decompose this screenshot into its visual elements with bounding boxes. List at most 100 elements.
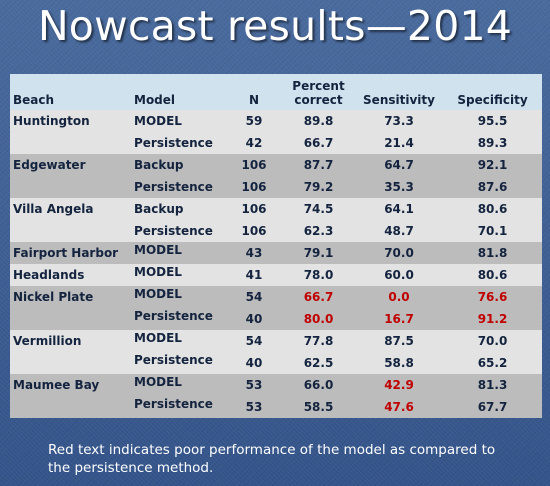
slide-title: Nowcast results—2014 <box>37 2 513 50</box>
table-row: Headlands MODEL 41 78.0 60.0 80.6 <box>10 264 542 286</box>
model-cell: Persistence <box>134 353 213 367</box>
n-cell: 106 <box>241 158 267 172</box>
sensitivity-cell: 73.3 <box>384 114 414 128</box>
beach-cell <box>10 352 131 374</box>
specificity-cell: 70.1 <box>477 224 508 238</box>
n-cell: 40 <box>245 312 263 326</box>
sensitivity-cell: 21.4 <box>384 136 414 150</box>
percent-cell: 79.1 <box>303 246 334 260</box>
percent-cell: 78.0 <box>303 268 334 282</box>
sensitivity-cell: 60.0 <box>384 268 414 282</box>
header-n: N <box>248 93 260 107</box>
sensitivity-cell: 64.7 <box>384 158 414 172</box>
percent-cell-poor: 66.7 <box>303 290 334 304</box>
n-cell: 106 <box>241 202 267 216</box>
specificity-cell: 70.0 <box>477 334 508 348</box>
sensitivity-cell: 58.8 <box>384 356 414 370</box>
header-sensitivity: Sensitivity <box>363 93 435 107</box>
beach-cell: Headlands <box>13 268 85 282</box>
percent-cell: 89.8 <box>303 114 334 128</box>
beach-cell: Huntington <box>13 114 90 128</box>
percent-cell: 87.7 <box>303 158 334 172</box>
header-percent-line1: Percent <box>292 79 345 93</box>
n-cell: 43 <box>245 246 263 260</box>
sensitivity-cell: 48.7 <box>384 224 414 238</box>
table-row: Persistence 42 66.7 21.4 89.3 <box>10 132 542 154</box>
header-model: Model <box>134 93 176 107</box>
table-header-row: Beach Model N Percent correct Sensitivit… <box>10 74 542 110</box>
table-row: Persistence 40 80.0 16.7 91.2 <box>10 308 542 330</box>
header-specificity: Specificity <box>457 93 528 107</box>
beach-cell <box>10 176 131 198</box>
model-cell: Persistence <box>134 309 213 323</box>
table-row: Persistence 106 62.3 48.7 70.1 <box>10 220 542 242</box>
percent-cell: 66.7 <box>303 136 334 150</box>
n-cell: 41 <box>245 268 263 282</box>
percent-cell-poor: 80.0 <box>303 312 334 326</box>
model-cell: Persistence <box>134 180 213 194</box>
n-cell: 54 <box>245 290 263 304</box>
table-row: Nickel Plate MODEL 54 66.7 0.0 76.6 <box>10 286 542 308</box>
results-table: Beach Model N Percent correct Sensitivit… <box>10 74 542 418</box>
n-cell: 106 <box>241 224 267 238</box>
specificity-cell: 92.1 <box>477 158 508 172</box>
beach-cell: Villa Angela <box>13 202 94 216</box>
beach-cell <box>10 132 131 154</box>
sensitivity-cell-poor: 16.7 <box>384 312 414 326</box>
specificity-cell: 87.6 <box>477 180 508 194</box>
beach-cell: Fairport Harbor <box>13 246 119 260</box>
specificity-cell-poor: 76.6 <box>477 290 508 304</box>
percent-cell: 62.3 <box>303 224 334 238</box>
sensitivity-cell: 70.0 <box>384 246 414 260</box>
model-cell: MODEL <box>134 287 182 301</box>
sensitivity-cell: 87.5 <box>384 334 414 348</box>
specificity-cell-poor: 91.2 <box>477 312 508 326</box>
specificity-cell: 81.3 <box>477 378 508 392</box>
n-cell: 42 <box>245 136 263 150</box>
table-row: Edgewater Backup 106 87.7 64.7 92.1 <box>10 154 542 176</box>
header-percent-correct: Percent correct <box>282 74 355 110</box>
table-row: Vermillion MODEL 54 77.8 87.5 70.0 <box>10 330 542 352</box>
sensitivity-cell-poor: 0.0 <box>388 290 410 304</box>
sensitivity-cell: 35.3 <box>384 180 414 194</box>
results-table-container: Beach Model N Percent correct Sensitivit… <box>10 74 542 418</box>
table-row: Persistence 106 79.2 35.3 87.6 <box>10 176 542 198</box>
footnote-caption: Red text indicates poor performance of t… <box>48 442 496 476</box>
percent-cell: 66.0 <box>303 378 334 392</box>
table-row: Villa Angela Backup 106 74.5 64.1 80.6 <box>10 198 542 220</box>
n-cell: 53 <box>245 400 263 414</box>
table-row: Huntington MODEL 59 89.8 73.3 95.5 <box>10 110 542 132</box>
table-row: Fairport Harbor MODEL 43 79.1 70.0 81.8 <box>10 242 542 264</box>
sensitivity-cell: 64.1 <box>384 202 414 216</box>
model-cell: Persistence <box>134 397 213 411</box>
model-cell: Backup <box>134 202 184 216</box>
sensitivity-cell-poor: 42.9 <box>384 378 414 392</box>
percent-cell: 79.2 <box>303 180 334 194</box>
beach-cell: Nickel Plate <box>13 290 94 304</box>
percent-cell: 74.5 <box>303 202 334 216</box>
specificity-cell: 80.6 <box>477 202 508 216</box>
model-cell: MODEL <box>134 243 182 257</box>
specificity-cell: 81.8 <box>477 246 508 260</box>
beach-cell <box>10 396 131 418</box>
n-cell: 40 <box>245 356 263 370</box>
percent-cell: 77.8 <box>303 334 334 348</box>
model-cell: Persistence <box>134 136 213 150</box>
sensitivity-cell-poor: 47.6 <box>384 400 414 414</box>
beach-cell: Edgewater <box>13 158 86 172</box>
model-cell: MODEL <box>134 331 182 345</box>
beach-cell: Vermillion <box>13 334 82 348</box>
beach-cell: Maumee Bay <box>13 378 100 392</box>
model-cell: MODEL <box>134 375 182 389</box>
beach-cell <box>10 220 131 242</box>
specificity-cell: 67.7 <box>477 400 508 414</box>
specificity-cell: 95.5 <box>477 114 508 128</box>
model-cell: Persistence <box>134 224 213 238</box>
header-beach: Beach <box>13 93 55 107</box>
specificity-cell: 80.6 <box>477 268 508 282</box>
table-row: Persistence 53 58.5 47.6 67.7 <box>10 396 542 418</box>
n-cell: 54 <box>245 334 263 348</box>
n-cell: 106 <box>241 180 267 194</box>
model-cell: MODEL <box>134 114 182 128</box>
n-cell: 59 <box>245 114 263 128</box>
